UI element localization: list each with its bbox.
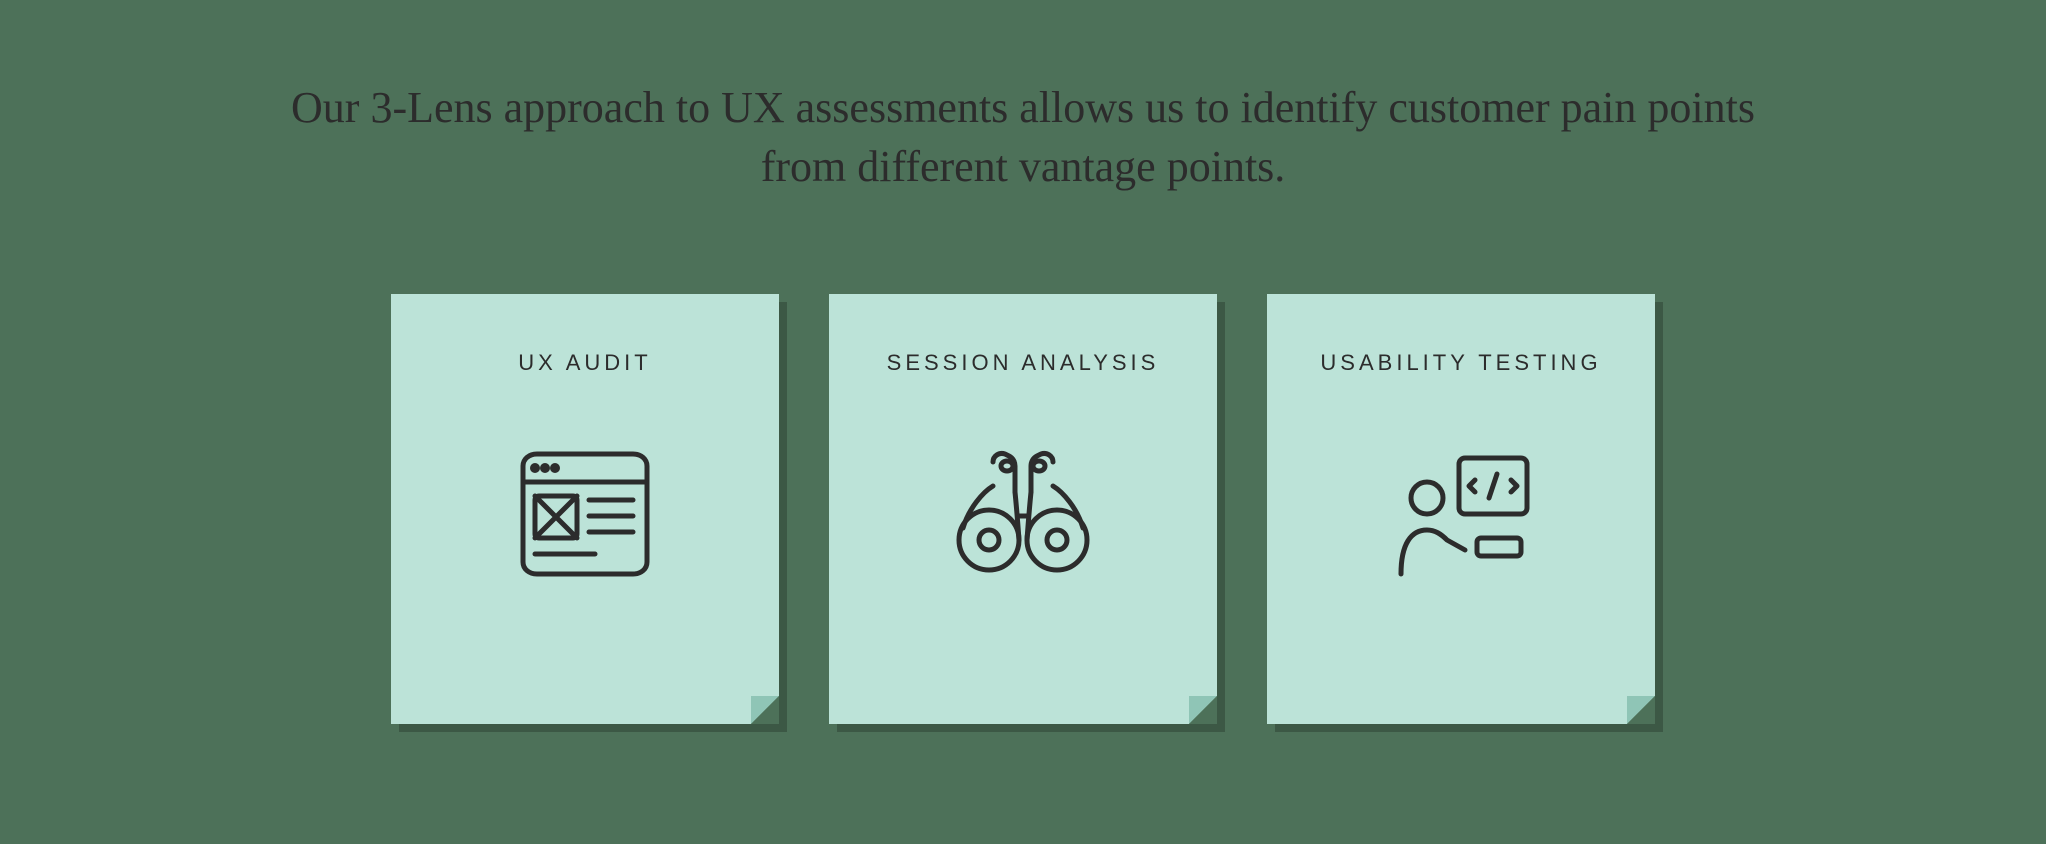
user-testing-icon bbox=[1371, 434, 1551, 594]
card-usability-testing: USABILITY TESTING bbox=[1267, 294, 1655, 724]
card-ux-audit: UX AUDIT bbox=[391, 294, 779, 724]
card-title: USABILITY TESTING bbox=[1320, 350, 1601, 376]
card-title: UX AUDIT bbox=[518, 350, 651, 376]
card-fold bbox=[1627, 696, 1655, 724]
card-fold bbox=[751, 696, 779, 724]
binoculars-icon bbox=[933, 434, 1113, 594]
card-title: SESSION ANALYSIS bbox=[887, 350, 1160, 376]
card-fold bbox=[1189, 696, 1217, 724]
cards-row: UX AUDIT SESSION ANALYSIS bbox=[391, 294, 1655, 724]
headline-text: Our 3-Lens approach to UX assessments al… bbox=[273, 78, 1773, 197]
browser-wireframe-icon bbox=[495, 434, 675, 594]
card-session-analysis: SESSION ANALYSIS bbox=[829, 294, 1217, 724]
